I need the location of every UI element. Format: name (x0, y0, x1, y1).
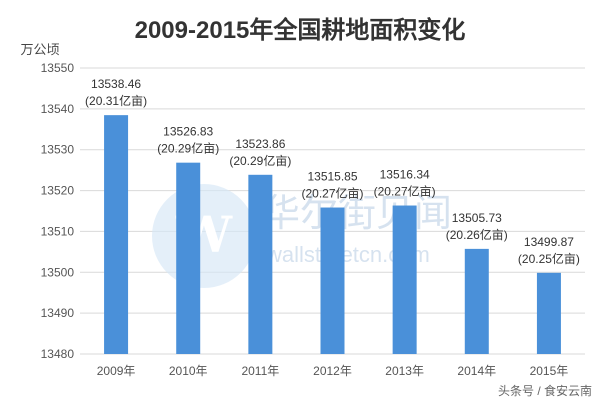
bar (464, 248, 489, 354)
bars-layer (104, 115, 561, 354)
x-tick-label: 2009年 (97, 364, 136, 378)
data-label-value: 13499.87 (524, 235, 574, 249)
data-label-value: 13523.86 (235, 137, 285, 151)
x-tick-label: 2010年 (169, 364, 208, 378)
x-labels-layer: 2009年 2010年 2011年 2012年 2013年 2014年 2015年 (97, 364, 569, 378)
y-tick-label: 13540 (41, 102, 75, 116)
y-tick-label: 13490 (41, 306, 75, 320)
data-label-secondary: (20.29亿亩) (229, 153, 291, 168)
y-tick-label: 13510 (41, 224, 75, 238)
chart-title: 2009-2015年全国耕地面积变化 (135, 16, 466, 44)
bar (320, 207, 345, 354)
data-label-secondary: (20.27亿亩) (374, 184, 436, 199)
bar (176, 162, 201, 354)
y-tick-label: 13520 (41, 184, 75, 198)
bar (248, 174, 273, 354)
data-label-secondary: (20.27亿亩) (301, 186, 363, 201)
data-label-value: 13505.73 (452, 211, 502, 225)
bar (392, 205, 417, 354)
y-ticks-layer: 13480 13490 13500 13510 13520 13530 13540 13550 (41, 61, 75, 361)
y-tick-label: 13500 (41, 265, 75, 279)
data-label-secondary: (20.31亿亩) (85, 93, 147, 108)
data-label-secondary: (20.26亿亩) (446, 227, 508, 242)
bar (536, 272, 561, 354)
data-label-value: 13526.83 (163, 125, 213, 139)
data-label-secondary: (20.25亿亩) (518, 251, 580, 266)
data-label-value: 13516.34 (380, 168, 430, 182)
source-credit: 头条号 / 食安云南 (498, 383, 592, 398)
x-tick-label: 2012年 (313, 364, 352, 378)
y-tick-label: 13480 (41, 347, 75, 361)
data-labels-layer: 13538.46 (20.31亿亩) 13526.83 (20.29亿亩) 13523.… (85, 77, 580, 266)
data-label-value: 13515.85 (307, 170, 357, 184)
bar (104, 115, 129, 354)
x-tick-label: 2011年 (241, 364, 279, 378)
y-tick-label: 13550 (41, 61, 75, 75)
x-tick-label: 2014年 (457, 364, 496, 378)
x-tick-label: 2013年 (385, 364, 424, 378)
x-tick-label: 2015年 (530, 364, 569, 378)
y-axis-label: 万公顷 (20, 42, 59, 57)
watermark-text: 华尔街见闻 (262, 191, 452, 235)
data-label-value: 13538.46 (91, 77, 141, 91)
y-tick-label: 13530 (41, 143, 75, 157)
data-label-secondary: (20.29亿亩) (157, 141, 219, 156)
